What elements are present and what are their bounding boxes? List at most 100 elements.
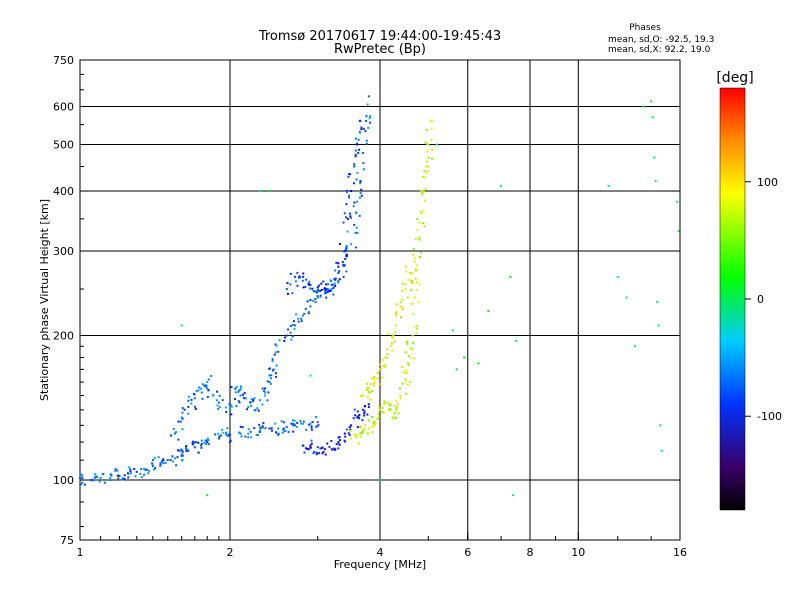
data-point [266,380,269,383]
data-point [187,395,190,398]
data-point [187,412,190,415]
data-point [334,269,337,272]
data-point [180,454,183,457]
data-point [204,385,207,388]
data-point [344,249,347,252]
data-point [79,473,82,476]
data-point [291,335,294,338]
x-tick-label: 16 [673,546,687,559]
data-point [216,404,219,407]
data-point [229,439,232,442]
data-point [395,313,398,316]
data-point [207,443,210,446]
data-point [281,431,284,434]
data-point [401,282,404,285]
data-point [129,468,132,471]
data-point [386,348,389,351]
data-point [221,428,224,431]
data-point [151,462,154,465]
data-point [304,307,307,310]
y-tick-label: 600 [53,101,74,114]
data-point [249,430,252,433]
data-point [367,403,370,406]
data-point [422,191,425,194]
data-point [290,422,293,425]
data-point [356,200,359,203]
data-point [309,287,312,290]
data-point [289,272,292,275]
data-point [404,283,407,286]
data-point [353,201,356,204]
data-point [310,439,313,442]
data-point [409,380,412,383]
data-point [345,249,348,252]
data-point [334,279,337,282]
data-point [186,449,189,452]
data-point [166,459,169,462]
data-point [233,398,236,401]
data-point [300,317,303,320]
data-point [152,459,155,462]
data-point [262,422,265,425]
data-point [183,408,186,411]
data-point [392,417,395,420]
data-point [303,451,306,454]
data-point [147,472,150,475]
data-point [302,275,305,278]
data-point [331,448,334,451]
data-point [181,450,184,453]
data-point [353,223,356,226]
data-point [269,377,272,380]
data-point [203,441,206,444]
data-point [422,209,425,212]
data-point [654,179,657,182]
data-point [396,403,399,406]
data-point [323,292,326,295]
data-point [195,441,198,444]
data-point [404,265,407,268]
data-point [316,286,319,289]
data-point [200,446,203,449]
data-point [282,421,285,424]
data-point [200,439,203,442]
data-point [160,460,163,463]
data-point [261,387,264,390]
data-point [242,397,245,400]
data-point [405,340,408,343]
data-point [164,461,167,464]
data-point [287,328,290,331]
data-point [321,452,324,455]
data-point [373,378,376,381]
data-point [296,271,299,274]
data-point [282,427,285,430]
data-point [356,426,359,429]
data-point [350,437,353,440]
data-point [325,283,328,286]
data-point [98,480,101,483]
data-point [421,193,424,196]
data-point [206,381,209,384]
data-point [237,391,240,394]
data-point [412,312,415,315]
data-point [383,399,386,402]
data-point [425,129,428,132]
data-point [79,476,81,479]
data-point [347,175,350,178]
data-point [205,384,208,387]
data-point [418,238,421,241]
data-point [349,215,352,218]
data-point [362,162,365,165]
data-point [616,275,619,278]
data-point [249,401,252,404]
data-point [175,431,178,434]
data-point [342,275,345,278]
data-point [272,368,275,371]
data-point [193,397,196,400]
data-point [305,278,308,281]
data-point [129,472,132,475]
data-point [451,329,454,332]
data-point [379,479,381,482]
data-point [94,473,97,476]
x-axis-label: Frequency [MHz] [334,558,426,571]
data-point [173,432,176,435]
